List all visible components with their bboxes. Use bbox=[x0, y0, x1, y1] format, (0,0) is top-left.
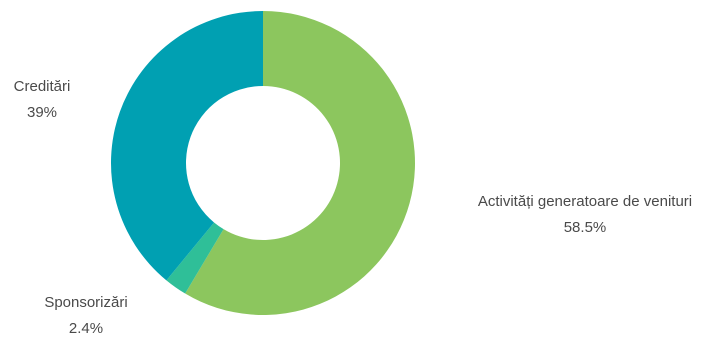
slice-value-label-1: 58.5% bbox=[564, 219, 607, 236]
donut-slice-2 bbox=[166, 222, 224, 294]
slice-labels: Activități generatoare de venituri 58.5% S… bbox=[14, 78, 692, 337]
donut-slice-1 bbox=[185, 11, 415, 315]
slice-label-1: Activități generatoare de venituri bbox=[478, 193, 692, 210]
slice-value-label-3: 39% bbox=[27, 104, 57, 121]
slice-label-3: Creditări bbox=[14, 78, 71, 95]
donut-slice-3 bbox=[111, 10, 263, 281]
slice-label-2: Sponsorizări bbox=[44, 294, 127, 311]
slice-value-label-2: 2.4% bbox=[69, 320, 103, 337]
donut-slices bbox=[111, 10, 415, 315]
